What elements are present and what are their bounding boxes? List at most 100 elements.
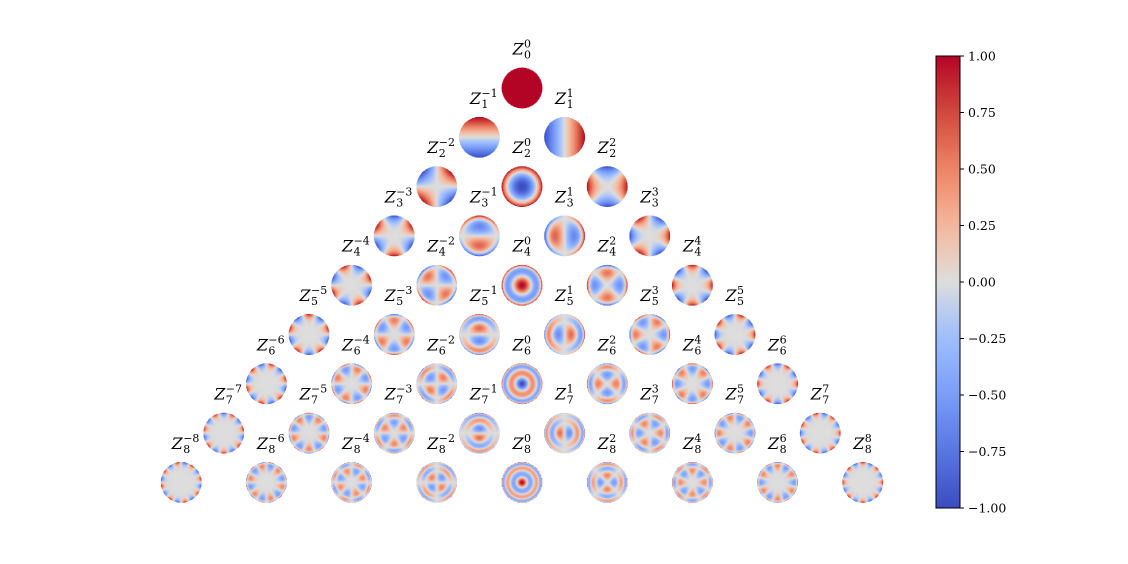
zernike-disk-n5-m-5 bbox=[288, 314, 330, 355]
zernike-label-sub-n7-m5: 7 bbox=[737, 394, 744, 407]
zernike-disk-n3-m3 bbox=[629, 215, 671, 257]
zernike-label-n7-m-7: Z bbox=[213, 385, 226, 404]
colorbar: 1.00 0.75 0.50 0.25 0.00 −0.25 −0.50 −0.75 −1.00 bbox=[935, 49, 1006, 516]
zernike-label-n5-m-1: Z bbox=[469, 286, 482, 305]
zernike-label-sub-n1-m-1: 1 bbox=[481, 98, 488, 111]
zernike-label-n8-m8: Z bbox=[852, 434, 865, 453]
zernike-label-n6-m2: Z bbox=[597, 335, 610, 354]
zernike-label-sub-n5-m3: 5 bbox=[652, 295, 659, 308]
zernike-disk-n6-m-6 bbox=[245, 363, 287, 405]
zernike-label-sup-n1-m1: 1 bbox=[567, 87, 574, 100]
zernike-label-sup-n7-m5: 5 bbox=[737, 383, 744, 396]
zernike-label-sup-n4-m0: 0 bbox=[524, 235, 531, 248]
zernike-label-sup-n6-m6: 6 bbox=[780, 333, 787, 346]
zernike-label-sub-n5-m1: 5 bbox=[567, 295, 574, 308]
zernike-label-sup-n8-m-8: −8 bbox=[183, 432, 199, 445]
zernike-label-sub-n8-m-4: 8 bbox=[354, 443, 361, 456]
zernike-label-n3-m1: Z bbox=[554, 187, 567, 206]
zernike-label-n7-m-3: Z bbox=[384, 385, 397, 404]
zernike-disk-n4-m2 bbox=[586, 264, 628, 306]
colorbar-tick-label: 0.00 bbox=[968, 275, 996, 290]
zernike-label-sub-n6-m6: 6 bbox=[780, 344, 787, 357]
zernike-label-sub-n5-m-3: 5 bbox=[396, 295, 403, 308]
zernike-label-sup-n7-m7: 7 bbox=[822, 383, 829, 396]
zernike-label-n2-m-2: Z bbox=[426, 138, 439, 157]
zernike-label-sup-n6-m-6: −6 bbox=[268, 333, 284, 346]
zernike-label-sub-n0-m0: 0 bbox=[524, 49, 531, 62]
zernike-label-sup-n7-m1: 1 bbox=[567, 383, 574, 396]
zernike-label-sub-n6-m-6: 6 bbox=[268, 344, 275, 357]
zernike-disk-n6-m-4 bbox=[331, 363, 373, 405]
zernike-label-n5-m5: Z bbox=[724, 286, 737, 305]
zernike-disk-n3-m-1 bbox=[458, 215, 500, 257]
zernike-label-sub-n4-m0: 4 bbox=[524, 246, 531, 259]
zernike-label-sup-n8-m-4: −4 bbox=[354, 432, 370, 445]
zernike-disk-n5-m5 bbox=[714, 314, 756, 355]
zernike-disk-n7-m-5 bbox=[288, 412, 330, 454]
zernike-label-sub-n6-m-2: 6 bbox=[439, 344, 446, 357]
zernike-label-sup-n3-m-1: −1 bbox=[481, 185, 497, 198]
zernike-disk-n6-m4 bbox=[671, 363, 713, 405]
zernike-disk-n6-m0 bbox=[501, 363, 543, 405]
zernike-label-n3-m-1: Z bbox=[469, 187, 482, 206]
zernike-disk-n1-m-1 bbox=[458, 116, 500, 158]
zernike-label-sub-n5-m-1: 5 bbox=[481, 295, 488, 308]
zernike-label-sup-n3-m3: 3 bbox=[652, 185, 659, 198]
zernike-disk-n6-m-2 bbox=[416, 363, 458, 405]
zernike-label-sup-n5-m3: 3 bbox=[652, 284, 659, 297]
zernike-label-sup-n1-m-1: −1 bbox=[481, 87, 497, 100]
zernike-label-sup-n2-m-2: −2 bbox=[439, 136, 455, 149]
colorbar-tick-label: −1.00 bbox=[968, 501, 1006, 516]
zernike-label-sup-n8-m2: 2 bbox=[609, 432, 616, 445]
zernike-disk-n7-m-1 bbox=[458, 412, 500, 454]
zernike-label-sup-n5-m1: 1 bbox=[567, 284, 574, 297]
colorbar-ticks: 1.00 0.75 0.50 0.25 0.00 −0.25 −0.50 −0.75 −1.00 bbox=[960, 49, 1006, 516]
zernike-label-sup-n4-m-4: −4 bbox=[354, 235, 370, 248]
zernike-label-sup-n6-m2: 2 bbox=[609, 333, 616, 346]
zernike-disk-n4-m-4 bbox=[331, 264, 373, 306]
zernike-label-sub-n6-m4: 6 bbox=[694, 344, 701, 357]
zernike-label-n2-m0: Z bbox=[511, 138, 524, 157]
zernike-label-sup-n2-m2: 2 bbox=[609, 136, 616, 149]
zernike-label-n3-m-3: Z bbox=[384, 187, 397, 206]
zernike-label-sup-n3-m-3: −3 bbox=[396, 185, 412, 198]
zernike-label-sub-n8-m6: 8 bbox=[780, 443, 787, 456]
zernike-label-sub-n3-m-1: 3 bbox=[481, 196, 488, 209]
zernike-disk-n4-m0 bbox=[501, 264, 543, 306]
zernike-label-n5-m-5: Z bbox=[298, 286, 311, 305]
zernike-label-sup-n7-m-7: −7 bbox=[226, 383, 242, 396]
zernike-label-n0-m0: Z bbox=[511, 40, 524, 59]
zernike-label-sub-n7-m-5: 7 bbox=[311, 394, 318, 407]
zernike-label-sub-n6-m-4: 6 bbox=[354, 344, 361, 357]
zernike-label-sub-n4-m2: 4 bbox=[609, 246, 616, 259]
zernike-label-n5-m1: Z bbox=[554, 286, 567, 305]
zernike-disk-n2-m-2 bbox=[416, 166, 458, 208]
zernike-disk-n8-m-8 bbox=[160, 461, 202, 503]
zernike-disk-n5-m3 bbox=[629, 314, 671, 355]
zernike-disk-n7-m3 bbox=[629, 412, 671, 454]
zernike-label-n8-m0: Z bbox=[511, 434, 524, 453]
colorbar-tick-label: 1.00 bbox=[968, 49, 996, 64]
zernike-label-sup-n2-m0: 0 bbox=[524, 136, 531, 149]
zernike-label-sub-n7-m-1: 7 bbox=[481, 394, 488, 407]
zernike-label-sub-n7-m-7: 7 bbox=[226, 394, 233, 407]
zernike-label-sup-n7-m-3: −3 bbox=[396, 383, 412, 396]
zernike-label-n6-m-6: Z bbox=[256, 335, 269, 354]
zernike-disk-n8-m4 bbox=[671, 461, 713, 503]
zernike-label-n6-m0: Z bbox=[511, 335, 524, 354]
zernike-label-n3-m3: Z bbox=[639, 187, 652, 206]
zernike-disk-n8-m0 bbox=[501, 461, 543, 503]
zernike-label-sup-n4-m-2: −2 bbox=[439, 235, 455, 248]
zernike-pyramid: Z 00Z −11 Z 11Z −22 Z 02 Z 22Z −33 Z −13 Z 13 Z 33Z −44 Z −… bbox=[160, 38, 884, 503]
zernike-label-n6-m-4: Z bbox=[341, 335, 354, 354]
zernike-label-sup-n8-m6: 6 bbox=[780, 432, 787, 445]
zernike-label-sup-n8-m0: 0 bbox=[524, 432, 531, 445]
zernike-label-sub-n7-m3: 7 bbox=[652, 394, 659, 407]
zernike-label-sup-n8-m8: 8 bbox=[865, 432, 872, 445]
zernike-label-n7-m7: Z bbox=[810, 385, 823, 404]
zernike-label-n7-m1: Z bbox=[554, 385, 567, 404]
zernike-label-n8-m4: Z bbox=[682, 434, 695, 453]
zernike-label-n7-m3: Z bbox=[639, 385, 652, 404]
zernike-label-sup-n0-m0: 0 bbox=[524, 38, 531, 51]
zernike-label-sub-n8-m4: 8 bbox=[694, 443, 701, 456]
